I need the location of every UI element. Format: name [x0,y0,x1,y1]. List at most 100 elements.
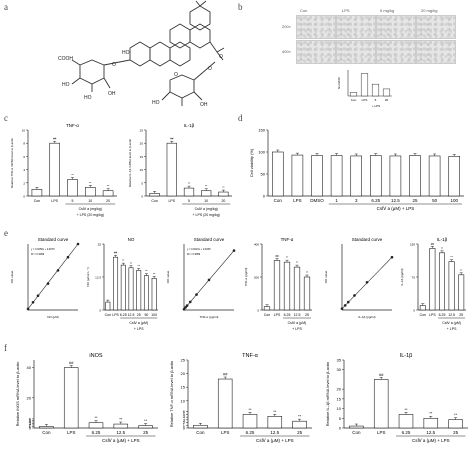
chemical-structure: COOH HO HO OH HO O O O O HO OH [58,0,225,108]
chart-c-tnf: TNF-α Relative TNF-α mRNA level to β-acti… [10,123,117,217]
chart-x-tick-label: Con [420,313,426,317]
chart-x-tick-label: Con [105,313,111,317]
chart-ylabel: TNF-α (pg/ml) [244,268,248,287]
chart-point [46,282,50,285]
chart-significance-label: ** [450,255,453,259]
chart-title: TNF-α [281,237,294,242]
chart-x-tick-label: LPS [377,430,386,435]
chart-point [185,304,189,307]
chart-x-tick-label: 1 [335,198,338,203]
chart-r2: R² = 0.9999 [31,253,45,256]
chart-y-tick-label: 6 [29,416,32,421]
chart-significance-label: ** [130,261,133,265]
chart-significance-label: ** [286,256,289,260]
chart-y-tick-label: 25 [140,129,144,133]
chart-point [36,294,40,297]
chart-bar [350,155,362,197]
chart-significance-label: ** [273,409,277,414]
chart-x-tick-label: 12.5 [294,313,301,317]
panel-letter-a: a [4,2,8,12]
chart-y-tick-label: 15 [140,155,144,159]
inset-tick-label: 20 [385,98,389,102]
chart-bar [31,189,43,197]
chart-significance-label: ** [71,173,74,177]
chart-group-label: + LPS [447,327,457,331]
micrograph-image [376,15,416,39]
chart-y-tick-label: 10 [140,168,144,172]
panel-letter-b: b [238,2,243,12]
micrograph-image [416,15,456,39]
chart-y-tick-label: 8 [23,142,25,146]
chart-y-tick-label: 75 [412,276,416,280]
chart-point [182,307,186,311]
chart-bar [39,426,54,429]
chart-y-tick-label: 150 [258,128,265,133]
chart-ylabel: Relative TNF-α mRNA level to β-actin [10,138,14,188]
chart-bar [398,414,414,429]
chart-significance-label: ## [223,372,228,377]
micrograph-image [296,40,336,64]
panel-letter-f: f [4,343,7,353]
struct-label: O [174,72,178,78]
chart-significance-label: ** [89,181,92,185]
inset-tick-label: 5 [375,98,377,102]
chart-x-tick-label: 5 [188,199,190,203]
chart-point [195,293,198,296]
chart-y-tick-label: 10 [181,398,186,403]
chart-bar [272,151,284,197]
chart-x-tick-label: 25 [412,198,418,203]
chart-ylabel: OD value [10,270,14,283]
chart-group-label: CsⅣ a (mg/kg) [79,207,102,211]
chart-point [232,249,236,252]
chart-point [188,300,192,304]
chart-significance-label: ** [205,184,208,188]
chart-bar [193,424,208,429]
chart-bar [136,270,142,311]
chart-title: NO [128,237,135,242]
chart-bar [291,154,304,197]
chart-y-tick-label: 40 [27,365,32,370]
chart-point [26,307,30,311]
chart-y-tick-label: 25 [181,358,186,363]
chart-significance-label: ## [379,372,384,377]
chart-y-tick-label: 25 [98,243,102,247]
chart-bar [143,275,149,311]
chart-significance-label: ## [69,360,74,365]
chart-bar [120,264,126,311]
chart-y-tick-label: 0 [413,309,415,313]
chart-bar [263,306,271,311]
chart-x-tick-label: 25 [305,313,309,317]
chart-significance-label: ** [296,261,299,265]
chart-y-tick-label: 150 [410,243,415,247]
micrograph-image [336,40,376,64]
chart-x-tick-label: 12.5 [128,313,135,317]
chart-bar [311,155,323,197]
chart-bar [458,274,465,311]
chart-point [76,242,80,246]
chart-y-tick-label: 400 [254,243,259,247]
chart-significance-label: ** [404,407,408,412]
chart-x-tick-label: 3 [355,198,358,203]
inset-bar [382,88,391,97]
chart-y-tick-label: 200 [254,276,259,280]
struct-label: HO [62,82,70,88]
chart-bar [448,419,463,429]
chart-x-tick-label: DMSO [310,198,324,203]
chart-y-tick-label: 20 [140,142,144,146]
micro-col-label: 5 mg/kg [380,8,395,13]
chart-point [343,304,347,307]
micrograph-image [296,15,336,39]
chart-e-il1b: IL-1β IL-1β (pg/ml) 0 75 150 Con ## LPS ** 6.25 **… [400,237,466,331]
struct-label: O [208,66,212,72]
chart-y-tick-label: 50 [261,172,266,177]
chart-x-tick-label: LPS [221,430,230,435]
struct-label: OH [200,102,208,108]
chart-y-tick-label: 6 [183,409,186,414]
chart-point [365,280,369,284]
chart-bar [138,425,153,429]
chart-y-tick-label: 0 [339,426,342,431]
chart-x-tick-label: 6.25 [246,430,255,435]
chart-x-tick-label: 12.5 [391,198,400,203]
chart-bar [330,155,343,197]
chart-bar [63,367,79,429]
